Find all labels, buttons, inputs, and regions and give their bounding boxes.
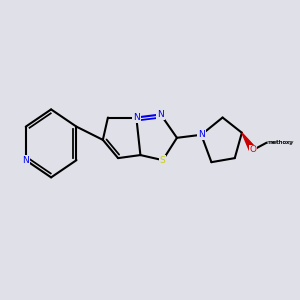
Text: N: N: [198, 130, 205, 139]
Text: methoxy: methoxy: [268, 140, 292, 146]
Text: N: N: [22, 156, 29, 165]
Text: S: S: [160, 156, 166, 165]
Polygon shape: [242, 133, 256, 152]
Text: methoxy: methoxy: [266, 140, 294, 146]
Text: N: N: [133, 113, 140, 122]
Text: N: N: [157, 110, 164, 119]
Text: O: O: [250, 146, 256, 154]
